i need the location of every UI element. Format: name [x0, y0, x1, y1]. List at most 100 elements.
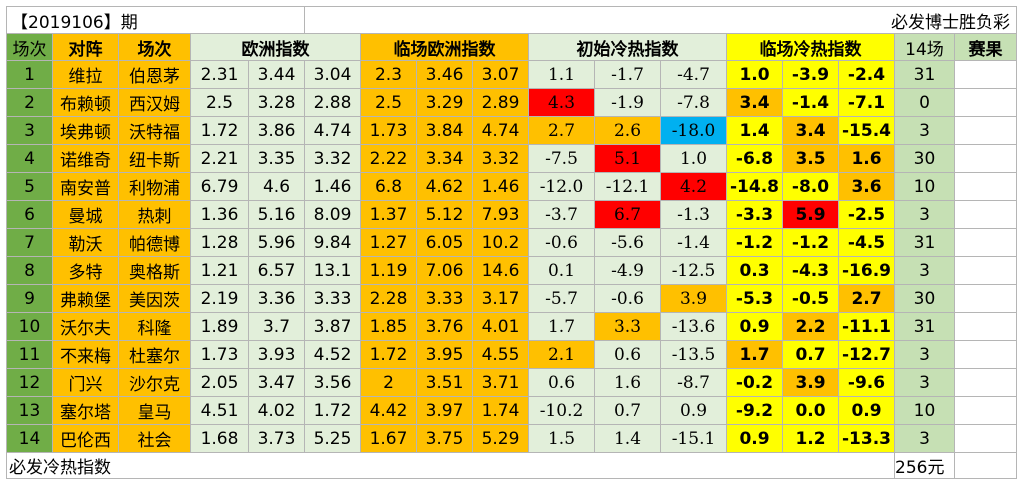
table-row: 9 弗赖堡 美因茨 2.19 3.36 3.33 2.28 3.33 3.17 -5.7 -0.6 3…	[6, 284, 1017, 313]
initial-coldhot-cell: 4.3	[528, 88, 595, 117]
closing-euro-odds-cell: 6.8	[360, 172, 417, 201]
away-team: 纽卡斯	[118, 144, 191, 173]
closing-coldhot-cell: 0.9	[726, 312, 783, 341]
euro-odds-cell: 8.09	[304, 200, 361, 229]
match-index: 4	[6, 144, 53, 173]
closing-coldhot-cell: -12.7	[838, 340, 895, 369]
home-team: 南安普	[52, 172, 119, 201]
euro-odds-cell: 3.86	[248, 116, 305, 145]
result-cell	[954, 340, 1017, 369]
table-row: 6 曼城 热刺 1.36 5.16 8.09 1.37 5.12 7.93 -3.7 6.7 -1.3…	[6, 200, 1017, 229]
euro-odds-cell: 3.93	[248, 340, 305, 369]
initial-coldhot-cell: 1.7	[528, 312, 595, 341]
away-team: 西汉姆	[118, 88, 191, 117]
euro-odds-cell: 3.44	[248, 60, 305, 89]
home-team: 巴伦西	[52, 424, 119, 453]
euro-odds-cell: 6.57	[248, 256, 305, 285]
away-team: 沙尔克	[118, 368, 191, 397]
fourteen-pick-cell: 3	[894, 200, 955, 229]
closing-euro-odds-cell: 3.76	[416, 312, 473, 341]
euro-odds-cell: 3.32	[304, 144, 361, 173]
closing-euro-odds-cell: 1.19	[360, 256, 417, 285]
initial-coldhot-cell: -1.4	[660, 228, 727, 257]
closing-euro-odds-cell: 2.28	[360, 284, 417, 313]
result-cell	[954, 284, 1017, 313]
period-title: 【2019106】期	[6, 6, 305, 34]
result-cell	[954, 144, 1017, 173]
initial-coldhot-cell: -5.6	[594, 228, 661, 257]
table-row: 1 维拉 伯恩茅 2.31 3.44 3.04 2.3 3.46 3.07 1.1 -1.7 -4.7…	[6, 60, 1017, 89]
header-closing-coldhot: 临场冷热指数	[726, 33, 895, 61]
initial-coldhot-cell: 1.6	[594, 368, 661, 397]
fourteen-pick-cell: 31	[894, 60, 955, 89]
match-index: 1	[6, 60, 53, 89]
match-index: 2	[6, 88, 53, 117]
home-team: 勒沃	[52, 228, 119, 257]
closing-coldhot-cell: -4.5	[838, 228, 895, 257]
away-team: 科隆	[118, 312, 191, 341]
brand-title: 必发博士胜负彩	[304, 6, 1017, 34]
match-index: 6	[6, 200, 53, 229]
away-team: 帕德博	[118, 228, 191, 257]
closing-euro-odds-cell: 1.74	[472, 396, 529, 425]
closing-euro-odds-cell: 1.73	[360, 116, 417, 145]
closing-coldhot-cell: -16.9	[838, 256, 895, 285]
closing-euro-odds-cell: 7.93	[472, 200, 529, 229]
home-team: 埃弗顿	[52, 116, 119, 145]
result-cell	[954, 60, 1017, 89]
initial-coldhot-cell: 0.9	[660, 396, 727, 425]
euro-odds-cell: 5.16	[248, 200, 305, 229]
initial-coldhot-cell: 3.3	[594, 312, 661, 341]
result-cell	[954, 396, 1017, 425]
match-index: 11	[6, 340, 53, 369]
euro-odds-cell: 3.73	[248, 424, 305, 453]
euro-odds-cell: 1.36	[190, 200, 249, 229]
closing-euro-odds-cell: 3.17	[472, 284, 529, 313]
closing-coldhot-cell: -3.3	[726, 200, 783, 229]
fourteen-pick-cell: 30	[894, 144, 955, 173]
table-row: 7 勒沃 帕德博 1.28 5.96 9.84 1.27 6.05 10.2 -0.6 -5.6 -1…	[6, 228, 1017, 257]
initial-coldhot-cell: 0.6	[594, 340, 661, 369]
euro-odds-cell: 3.35	[248, 144, 305, 173]
initial-coldhot-cell: 2.6	[594, 116, 661, 145]
closing-euro-odds-cell: 2.5	[360, 88, 417, 117]
table-row: 2 布赖顿 西汉姆 2.5 3.28 2.88 2.5 3.29 2.89 4.3 -1.9 -7.8…	[6, 88, 1017, 117]
closing-euro-odds-cell: 4.42	[360, 396, 417, 425]
initial-coldhot-cell: -5.7	[528, 284, 595, 313]
table-row: 10 沃尔夫 科隆 1.89 3.7 3.87 1.85 3.76 4.01 1.7 3.3 -13.…	[6, 312, 1017, 341]
euro-odds-cell: 1.72	[304, 396, 361, 425]
initial-coldhot-cell: 2.7	[528, 116, 595, 145]
initial-coldhot-cell: -13.6	[660, 312, 727, 341]
initial-coldhot-cell: -18.0	[660, 116, 727, 145]
euro-odds-cell: 6.79	[190, 172, 249, 201]
footer-row: 必发冷热指数 256元	[6, 452, 1017, 479]
closing-coldhot-cell: 0.9	[726, 424, 783, 453]
match-index: 3	[6, 116, 53, 145]
closing-euro-odds-cell: 4.74	[472, 116, 529, 145]
closing-coldhot-cell: -7.1	[838, 88, 895, 117]
result-cell	[954, 200, 1017, 229]
closing-euro-odds-cell: 3.46	[416, 60, 473, 89]
closing-euro-odds-cell: 1.85	[360, 312, 417, 341]
euro-odds-cell: 1.28	[190, 228, 249, 257]
fourteen-pick-cell: 3	[894, 116, 955, 145]
closing-coldhot-cell: -1.2	[726, 228, 783, 257]
initial-coldhot-cell: 4.2	[660, 172, 727, 201]
closing-euro-odds-cell: 5.29	[472, 424, 529, 453]
initial-coldhot-cell: 0.6	[528, 368, 595, 397]
table-row: 14 巴伦西 社会 1.68 3.73 5.25 1.67 3.75 5.29 1.5 1.4 -15…	[6, 424, 1017, 453]
closing-coldhot-cell: -1.2	[782, 228, 839, 257]
initial-coldhot-cell: -13.5	[660, 340, 727, 369]
euro-odds-cell: 3.7	[248, 312, 305, 341]
initial-coldhot-cell: -4.7	[660, 60, 727, 89]
closing-coldhot-cell: 0.7	[782, 340, 839, 369]
closing-coldhot-cell: -2.5	[838, 200, 895, 229]
euro-odds-cell: 2.31	[190, 60, 249, 89]
closing-euro-odds-cell: 7.06	[416, 256, 473, 285]
footer-empty-cell	[954, 452, 1017, 479]
closing-coldhot-cell: 3.5	[782, 144, 839, 173]
closing-euro-odds-cell: 2.89	[472, 88, 529, 117]
euro-odds-cell: 1.68	[190, 424, 249, 453]
fourteen-pick-cell: 10	[894, 172, 955, 201]
home-team: 曼城	[52, 200, 119, 229]
